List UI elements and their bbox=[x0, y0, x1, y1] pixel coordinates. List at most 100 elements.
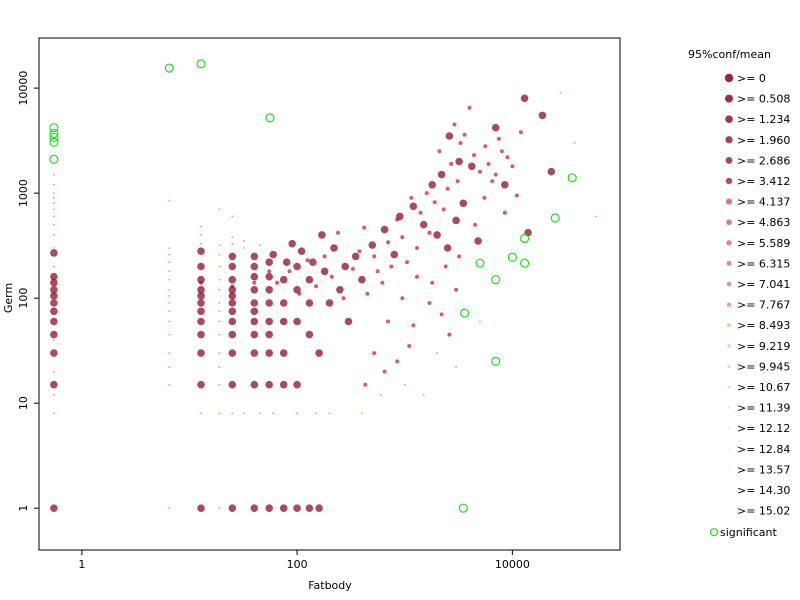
significant-point bbox=[49, 128, 59, 139]
data-point bbox=[449, 161, 454, 166]
legend-marker bbox=[726, 281, 732, 287]
data-point bbox=[228, 330, 237, 339]
legend-marker bbox=[726, 219, 732, 226]
data-point bbox=[518, 130, 523, 135]
data-point bbox=[228, 275, 237, 284]
data-point bbox=[200, 234, 202, 236]
data-point bbox=[409, 202, 418, 211]
legend-marker bbox=[724, 94, 734, 103]
data-point bbox=[228, 262, 237, 271]
legend-entry-label: >= 13.57 bbox=[737, 463, 790, 476]
legend-entry-label: >= 11.39 bbox=[737, 402, 790, 415]
data-point bbox=[473, 222, 477, 227]
data-point bbox=[218, 507, 221, 510]
data-point bbox=[482, 195, 487, 200]
data-point bbox=[272, 412, 275, 415]
data-point bbox=[411, 323, 416, 328]
data-point bbox=[250, 262, 259, 271]
data-point bbox=[242, 412, 245, 415]
data-point bbox=[231, 236, 234, 239]
legend-entry-label: >= 3.412 bbox=[737, 175, 790, 188]
legend-significant-label: significant bbox=[720, 526, 777, 539]
data-points-layer bbox=[49, 59, 597, 513]
data-point bbox=[250, 317, 259, 326]
data-point bbox=[50, 286, 58, 294]
data-point bbox=[344, 317, 353, 326]
y-tick-label: 1 bbox=[17, 505, 30, 512]
data-point bbox=[197, 317, 205, 326]
significant-point bbox=[519, 258, 530, 268]
data-point bbox=[228, 299, 237, 307]
data-point bbox=[218, 320, 221, 323]
data-point bbox=[386, 240, 391, 245]
legend-entry-label: >= 2.686 bbox=[737, 154, 790, 167]
data-point bbox=[168, 247, 171, 249]
data-point bbox=[315, 349, 323, 357]
data-point bbox=[250, 330, 259, 339]
data-point bbox=[362, 225, 367, 230]
data-point bbox=[422, 394, 425, 396]
legend-entry-label: >= 0.508 bbox=[737, 93, 790, 106]
data-point bbox=[197, 380, 205, 389]
legend-marker bbox=[728, 448, 730, 450]
data-point bbox=[265, 380, 274, 389]
data-point bbox=[454, 287, 459, 292]
data-point bbox=[269, 250, 278, 259]
data-point bbox=[427, 301, 432, 305]
data-point bbox=[483, 144, 488, 149]
data-point bbox=[168, 333, 171, 336]
data-point bbox=[279, 317, 288, 326]
data-point bbox=[218, 208, 221, 211]
data-point bbox=[197, 247, 205, 255]
data-point bbox=[168, 310, 171, 313]
data-point bbox=[305, 504, 314, 512]
data-point bbox=[53, 202, 55, 205]
data-point bbox=[524, 228, 532, 237]
significant-point bbox=[507, 252, 518, 262]
legend-entry-label: >= 6.315 bbox=[737, 257, 790, 270]
data-point bbox=[437, 170, 446, 179]
data-point bbox=[265, 317, 274, 326]
data-point bbox=[455, 366, 457, 369]
y-tick-label: 10 bbox=[17, 396, 30, 410]
data-point bbox=[467, 105, 472, 110]
data-point bbox=[231, 412, 234, 415]
data-point bbox=[228, 504, 237, 512]
data-point bbox=[53, 394, 55, 396]
data-point bbox=[501, 181, 509, 189]
data-point bbox=[314, 284, 319, 289]
axes-layer: 1 100 10000 1 10 100 1000 10000 bbox=[17, 71, 530, 571]
data-point bbox=[197, 349, 205, 357]
x-axis-title: Fatbody bbox=[308, 579, 352, 592]
data-point bbox=[53, 412, 55, 415]
data-point bbox=[53, 197, 55, 199]
significant-point bbox=[550, 213, 560, 223]
data-point bbox=[279, 275, 288, 284]
data-point bbox=[458, 141, 463, 145]
data-point bbox=[320, 267, 329, 276]
data-point bbox=[443, 264, 448, 269]
data-point bbox=[293, 286, 301, 294]
significant-point bbox=[49, 132, 59, 142]
legend-entry-label: >= 5.589 bbox=[737, 237, 790, 250]
data-point bbox=[390, 250, 399, 259]
data-point bbox=[305, 299, 314, 307]
data-point bbox=[228, 307, 237, 316]
x-tick-label: 100 bbox=[287, 558, 308, 571]
data-point bbox=[372, 351, 377, 356]
data-point bbox=[400, 235, 405, 240]
data-point bbox=[520, 94, 529, 103]
data-point bbox=[318, 231, 326, 239]
data-point bbox=[433, 231, 441, 239]
data-point bbox=[242, 247, 245, 249]
data-point bbox=[419, 220, 428, 229]
significant-point bbox=[491, 275, 501, 285]
data-point bbox=[275, 280, 279, 285]
data-point bbox=[250, 299, 259, 307]
data-point bbox=[53, 247, 55, 249]
data-point bbox=[395, 359, 400, 364]
data-point bbox=[168, 288, 171, 291]
data-point bbox=[407, 344, 412, 348]
data-point bbox=[250, 286, 259, 294]
data-point bbox=[468, 162, 476, 171]
